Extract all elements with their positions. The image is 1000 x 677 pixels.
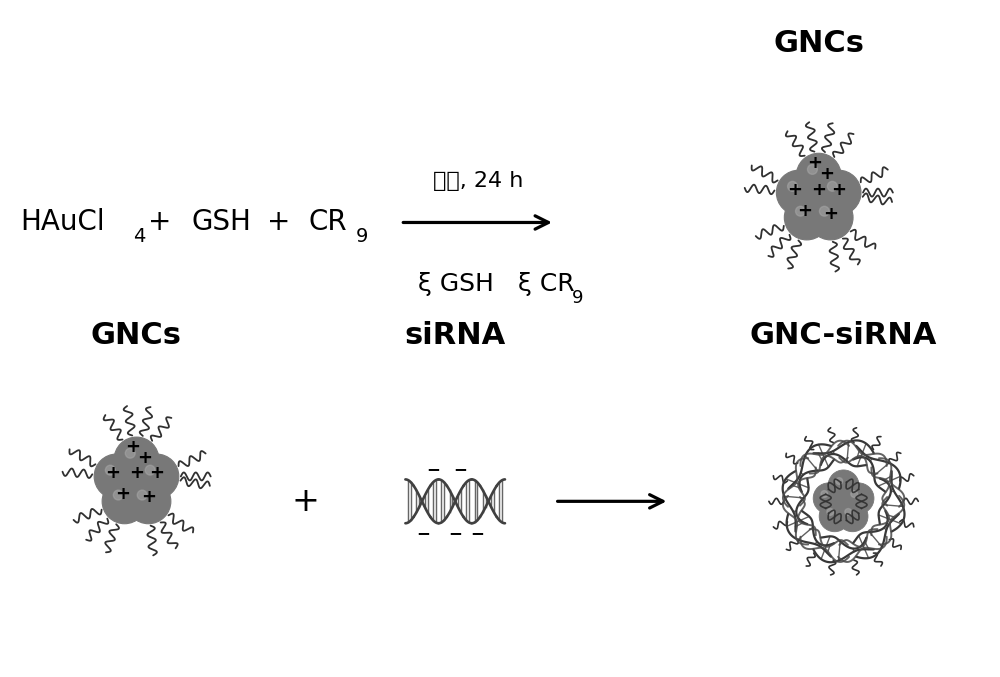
Circle shape	[836, 478, 843, 485]
Text: ξ CR: ξ CR	[518, 272, 575, 297]
Circle shape	[851, 491, 858, 498]
Text: GNCs: GNCs	[773, 28, 864, 58]
Circle shape	[845, 508, 852, 515]
Circle shape	[796, 206, 805, 216]
Circle shape	[145, 465, 155, 475]
Text: siRNA: siRNA	[405, 320, 506, 349]
Text: +: +	[823, 204, 838, 223]
Text: +: +	[141, 488, 156, 506]
Text: 加热, 24 h: 加热, 24 h	[433, 171, 523, 191]
Text: GNC-siRNA: GNC-siRNA	[750, 320, 937, 349]
Text: 9: 9	[356, 227, 368, 246]
Circle shape	[827, 181, 837, 192]
Text: GNCs: GNCs	[91, 320, 182, 349]
Circle shape	[843, 483, 874, 514]
Circle shape	[114, 437, 159, 482]
Text: +: +	[148, 209, 171, 236]
Text: +: +	[129, 464, 144, 483]
Text: +: +	[149, 464, 164, 483]
Text: −: −	[453, 460, 467, 479]
Circle shape	[813, 483, 844, 514]
Text: 4: 4	[134, 227, 146, 246]
Text: +: +	[125, 437, 140, 456]
Text: −: −	[448, 524, 462, 542]
Circle shape	[134, 454, 179, 499]
Circle shape	[808, 195, 853, 240]
Text: 9: 9	[572, 289, 583, 307]
Text: +: +	[787, 181, 802, 198]
Text: +: +	[819, 165, 834, 183]
Text: +: +	[115, 485, 130, 504]
Text: +: +	[807, 154, 822, 172]
Text: HAuCl: HAuCl	[20, 209, 105, 236]
Circle shape	[125, 448, 135, 458]
Circle shape	[819, 501, 850, 531]
Text: CR: CR	[309, 209, 347, 236]
Circle shape	[137, 490, 147, 500]
Circle shape	[784, 195, 829, 240]
Text: GSH: GSH	[191, 209, 251, 236]
Circle shape	[776, 170, 821, 215]
Text: ξ GSH: ξ GSH	[418, 272, 494, 297]
Circle shape	[105, 465, 115, 475]
Circle shape	[94, 454, 139, 499]
Circle shape	[821, 491, 828, 498]
Text: −: −	[416, 524, 430, 542]
Circle shape	[796, 153, 841, 198]
Circle shape	[837, 501, 868, 531]
Circle shape	[827, 508, 834, 515]
Text: +: +	[267, 209, 291, 236]
Text: +: +	[292, 485, 320, 518]
Circle shape	[816, 170, 861, 215]
Text: +: +	[137, 448, 152, 466]
Text: +: +	[811, 181, 826, 198]
Circle shape	[113, 490, 123, 500]
Text: +: +	[797, 202, 812, 219]
Text: +: +	[831, 181, 846, 198]
Text: −: −	[426, 460, 440, 479]
Circle shape	[788, 181, 797, 192]
Text: −: −	[471, 524, 485, 542]
Circle shape	[126, 479, 171, 524]
Circle shape	[102, 479, 147, 524]
Circle shape	[828, 470, 859, 501]
Circle shape	[819, 206, 829, 216]
Circle shape	[807, 165, 817, 174]
Text: +: +	[105, 464, 120, 483]
